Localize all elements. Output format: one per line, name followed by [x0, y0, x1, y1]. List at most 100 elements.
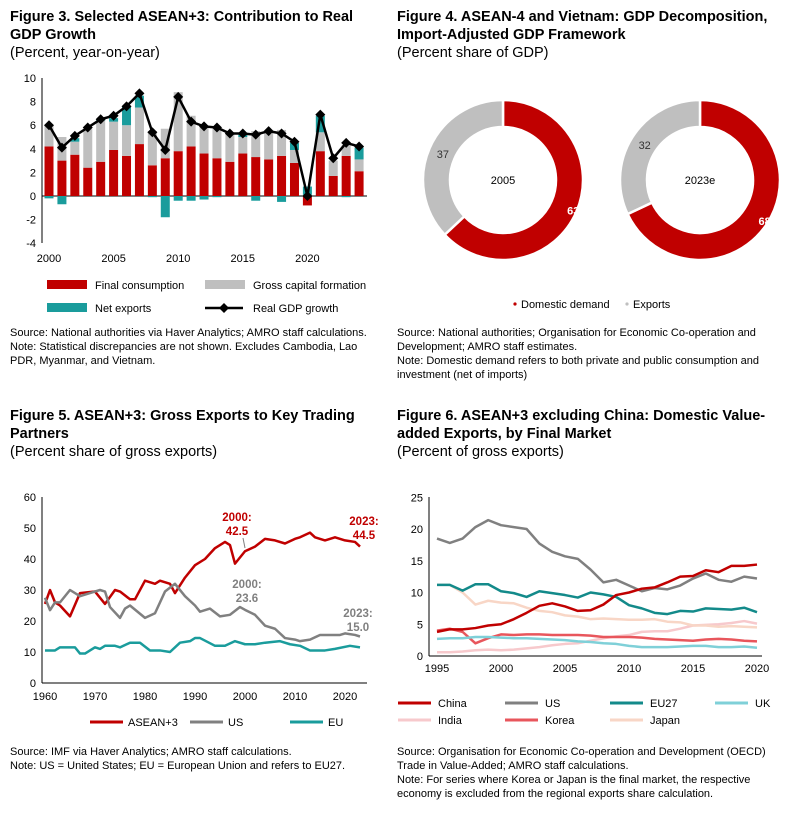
legend-label: EU [328, 717, 343, 729]
bar-final-consumption [212, 158, 222, 196]
figure-title: Figure 3. Selected ASEAN+3: Contribution… [10, 9, 354, 43]
gdp-point-marker [263, 126, 274, 137]
bar-gross-capital-formation [225, 133, 235, 162]
bar-gross-capital-formation [238, 137, 248, 154]
bar-gross-capital-formation [160, 128, 170, 159]
bar-gross-capital-formation [109, 121, 119, 150]
x-tick-label: 2020 [745, 663, 769, 675]
gdp-point-marker [44, 120, 54, 131]
bar-gross-capital-formation [199, 126, 209, 154]
y-tick-label: 0 [30, 191, 36, 203]
bar-net-exports [251, 196, 261, 201]
legend-label: China [438, 698, 468, 710]
legend-diamond-icon [219, 303, 229, 313]
bar-final-consumption [238, 153, 248, 196]
bar-net-exports [122, 106, 132, 126]
legend-label: US [228, 717, 243, 729]
gdp-point-marker [354, 141, 365, 152]
bar-net-exports [44, 196, 54, 199]
legend-label: Gross capital formation [253, 280, 366, 292]
bar-final-consumption [251, 157, 261, 196]
bar-final-consumption [160, 158, 170, 196]
bar-final-consumption [109, 149, 119, 196]
bar-gross-capital-formation [315, 132, 325, 152]
x-tick-label: 2015 [681, 663, 705, 675]
bar-gross-capital-formation [44, 125, 54, 147]
donut-slice-domestic-demand [442, 98, 585, 262]
figure-3-source: Source: National authorities via Haver A… [10, 326, 385, 368]
y-tick-label: 0 [30, 678, 36, 690]
y-tick-label: 20 [24, 616, 36, 628]
figure-subtitle: (Percent of gross exports) [397, 444, 564, 460]
figure-subtitle: (Percent share of gross exports) [10, 444, 218, 460]
legend-label: Net exports [95, 303, 152, 315]
y-tick-label: 25 [411, 492, 423, 504]
y-tick-label: 5 [417, 619, 423, 631]
gdp-point-marker [341, 137, 352, 148]
line-us [436, 518, 758, 593]
y-tick-label: 8 [30, 97, 36, 109]
figure-5-chart: 0 10 20 30 40 50 60 1960 1970 1980 1990 2000 2010 202… [24, 492, 379, 729]
gdp-point-marker [199, 121, 210, 132]
donut-center-label: 2023e [685, 175, 716, 187]
annotation-label: 2000: [232, 579, 261, 591]
legend-label: Domestic demand [521, 299, 610, 311]
slice-value-label: 32 [639, 140, 651, 152]
legend-label: Japan [650, 715, 680, 727]
figure-3-title-block: Figure 3. Selected ASEAN+3: Contribution… [10, 8, 385, 62]
bar-gross-capital-formation [277, 129, 287, 156]
line-japan [437, 583, 758, 629]
bar-net-exports [173, 196, 183, 201]
bar-gross-capital-formation [173, 92, 183, 152]
figure-5-title-block: Figure 5. ASEAN+3: Gross Exports to Key … [10, 407, 385, 461]
figure-4-chart: 63 37 2005 68 32 2023e Domestic demand Exports [421, 98, 782, 311]
x-tick-label: 2005 [553, 663, 577, 675]
legend-swatch [205, 280, 245, 289]
bar-net-exports [277, 196, 287, 202]
bar-gross-capital-formation [186, 115, 196, 147]
x-tick-label: 2015 [231, 253, 255, 265]
y-tick-label: 60 [24, 492, 36, 504]
bar-net-exports [354, 147, 364, 160]
x-tick-label: 2010 [617, 663, 641, 675]
line-china [436, 563, 758, 634]
x-tick-label: 2020 [333, 691, 357, 703]
bar-gross-capital-formation [122, 125, 132, 156]
line-us [43, 582, 361, 643]
bar-final-consumption [315, 151, 325, 196]
figure-4-source: Source: National authorities; Organisati… [397, 326, 782, 382]
y-tick-label: 15 [411, 556, 423, 568]
y-tick-label: 50 [24, 523, 36, 535]
bar-final-consumption [57, 160, 67, 196]
figure-title: Figure 6. ASEAN+3 excluding China: Domes… [397, 408, 766, 442]
bar-net-exports [147, 196, 157, 198]
legend-label: ASEAN+3 [128, 717, 178, 729]
x-tick-label: 2020 [295, 253, 319, 265]
bar-gross-capital-formation [70, 141, 80, 155]
y-tick-label: -4 [26, 238, 36, 250]
bar-gross-capital-formation [96, 120, 106, 162]
bar-net-exports [186, 196, 196, 201]
legend-label: Real GDP growth [253, 303, 338, 315]
gdp-point-marker [95, 114, 106, 125]
x-tick-label: 1960 [33, 691, 57, 703]
bar-final-consumption [44, 146, 54, 196]
legend-label: US [545, 698, 560, 710]
bar-final-consumption [122, 155, 132, 196]
bar-final-consumption [147, 165, 157, 196]
y-tick-label: 10 [411, 588, 423, 600]
bar-final-consumption [83, 167, 93, 196]
annotation-label: 2023: [343, 608, 372, 620]
annotation-value: 42.5 [226, 526, 249, 538]
bar-net-exports [57, 196, 67, 205]
legend-label: EU27 [650, 698, 678, 710]
legend-label: Final consumption [95, 280, 184, 292]
line-asean3 [43, 531, 361, 618]
y-tick-label: 20 [411, 524, 423, 536]
y-tick-label: 10 [24, 73, 36, 85]
gdp-point-marker [289, 136, 300, 147]
gdp-point-marker [147, 127, 158, 138]
bar-gross-capital-formation [264, 131, 274, 160]
